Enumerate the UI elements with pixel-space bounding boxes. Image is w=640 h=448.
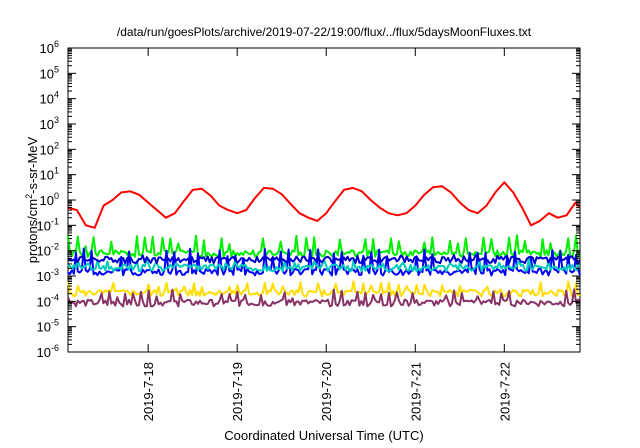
y-tick-label: 102	[40, 140, 59, 157]
y-tick-label: 10-6	[37, 343, 59, 360]
y-tick-label: 100	[40, 191, 59, 208]
y-tick-label: 105	[40, 64, 59, 81]
series-line-6	[67, 280, 581, 298]
x-axis: 2019-7-18 2019-7-19 2019-7-20 2019-7-21 2019…	[141, 48, 512, 421]
y-axis-label: protons/cm2-s-sr-MeV	[24, 136, 40, 263]
y-tick-label: 103	[40, 115, 59, 132]
series-line-3	[67, 247, 581, 277]
series-line-2	[67, 234, 581, 258]
x-axis-label: Coordinated Universal Time (UTC)	[224, 428, 423, 443]
x-tick-label: 2019-7-18	[141, 362, 156, 421]
chart-title: /data/run/goesPlots/archive/2019-07-22/1…	[117, 25, 532, 39]
y-tick-label: 104	[40, 90, 59, 107]
series-line-5	[67, 254, 581, 265]
series-line-1	[67, 181, 581, 229]
y-tick-label: 10-4	[37, 292, 59, 309]
x-tick-label: 2019-7-21	[408, 362, 423, 421]
x-tick-label: 2019-7-22	[497, 362, 512, 421]
y-tick-label: 10-5	[37, 318, 59, 335]
y-tick-label: 106	[40, 39, 59, 56]
y-axis: 10-610-510-410-310-210-11001011021031041…	[37, 39, 580, 360]
y-tick-label: 10-3	[37, 267, 59, 284]
x-tick-label: 2019-7-20	[319, 362, 334, 421]
plot-area: 10-610-510-410-310-210-11001011021031041…	[37, 39, 581, 421]
series-layer	[67, 181, 581, 308]
x-tick-label: 2019-7-19	[230, 362, 245, 421]
series-line-7	[67, 288, 581, 308]
y-tick-label: 101	[40, 166, 59, 183]
